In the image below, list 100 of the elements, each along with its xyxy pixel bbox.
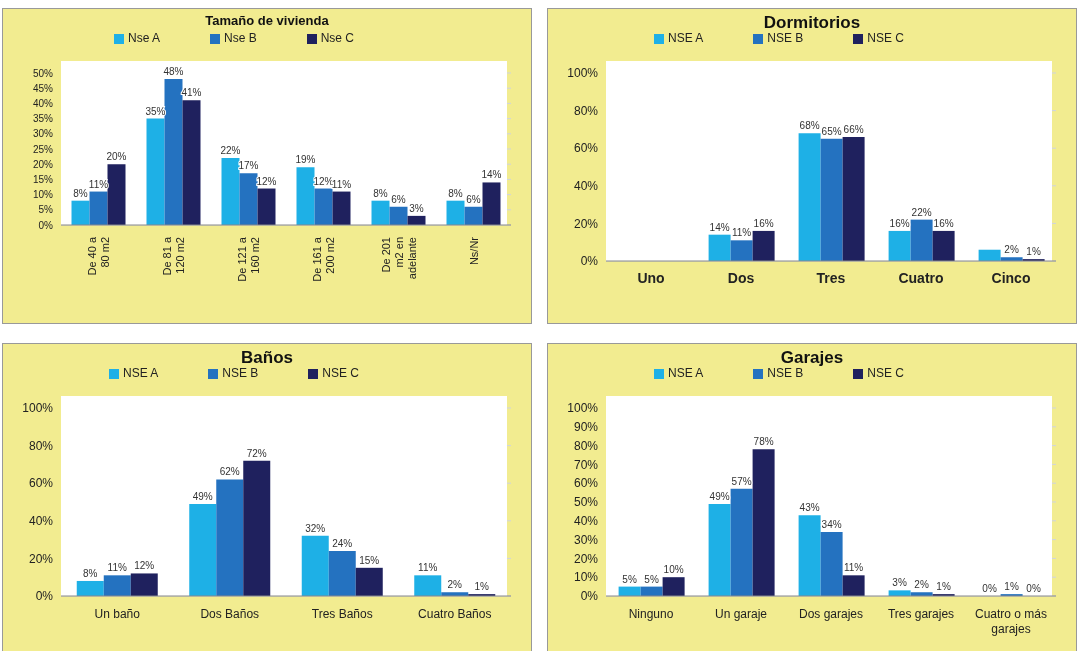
data-label: 8% [448,187,463,199]
data-label: 11% [843,562,864,574]
data-label: 66% [843,123,864,135]
data-label: 43% [799,502,820,514]
data-label: 24% [332,537,353,549]
y-tick-label: 60% [28,476,54,491]
y-tick-label: 50% [32,67,54,79]
data-label: 34% [821,519,842,531]
data-label: 0% [1026,582,1041,594]
y-tick-label: 20% [573,216,599,231]
data-label: 5% [622,573,637,585]
y-tick-label: 10% [32,189,54,201]
data-label: 15% [359,554,380,566]
y-tick-label: 40% [573,179,599,194]
data-label: 8% [373,187,388,199]
y-tick-label: 70% [573,457,599,472]
legend-label: Nse B [223,31,257,45]
y-tick-label: 90% [573,420,599,435]
x-tick-label: De 201 m2 en adelante [379,237,418,280]
data-label: 49% [192,490,213,502]
data-label: 72% [246,447,267,459]
data-label: 3% [892,577,907,589]
y-tick-label: 45% [32,82,54,94]
data-label: 11% [418,562,438,574]
chart-title: Baños [241,348,293,367]
x-tick-label: Ns/Nr [467,236,480,266]
y-tick-label: 0% [580,254,599,269]
y-tick-label: 20% [28,551,54,566]
data-label: 19% [295,154,316,166]
data-label: 11% [331,178,352,190]
x-tick-label: Un garaje [714,607,768,621]
y-tick-label: 0% [38,219,54,231]
x-tick-label: Dos [727,270,755,286]
chart-title: Tamaño de vivienda [204,13,330,28]
data-label: 22% [220,145,241,157]
data-label: 6% [391,193,406,205]
y-tick-label: 0% [35,589,54,604]
data-label: 22% [911,206,932,218]
data-label: 2% [1004,244,1019,256]
y-tick-label: 100% [567,66,599,81]
x-tick-label: Cuatro [898,270,944,286]
data-label: 8% [73,187,88,199]
data-label: 62% [219,466,240,478]
data-label: 12% [134,560,155,572]
data-label: 14% [709,221,730,233]
y-tick-label: 80% [573,103,599,118]
y-tick-label: 20% [573,551,599,566]
data-label: 12% [256,175,277,187]
y-tick-label: 5% [38,204,54,216]
x-tick-label: Cuatro o más garajes [974,607,1048,636]
x-tick-label: Cuatro Baños [418,607,492,621]
data-label: 16% [933,217,954,229]
x-tick-label: Dos Baños [200,607,260,621]
x-tick-label: Tres Baños [311,607,373,621]
y-tick-label: 10% [573,570,599,585]
data-label: 2% [447,579,463,591]
x-tick-label: Uno [637,270,665,286]
data-label: 8% [83,567,98,579]
legend-label: NSE B [767,31,804,45]
data-label: 57% [731,475,752,487]
data-label: 17% [238,160,259,172]
data-label: 11% [88,178,109,190]
y-tick-label: 30% [32,128,54,140]
data-label: 1% [1004,581,1019,593]
x-tick-label: Tres [816,270,846,286]
data-label: 35% [145,105,166,117]
data-label: 6% [466,193,481,205]
y-tick-label: 60% [573,476,599,491]
legend-label: NSE B [222,366,259,380]
data-label: 32% [305,522,326,534]
legend-label: Nse A [127,31,160,45]
data-label: 1% [936,581,951,593]
x-tick-label: De 121 a 160 m2 [236,236,261,282]
x-tick-label: Ninguno [628,607,674,621]
data-label: 65% [821,125,842,137]
legend-label: NSE A [667,366,704,380]
x-tick-label: De 81 a 120 m2 [161,236,186,276]
legend-label: NSE C [322,366,360,380]
data-label: 20% [106,151,127,163]
y-tick-label: 0% [580,589,599,604]
y-tick-label: 35% [32,113,54,125]
y-tick-label: 60% [573,141,599,156]
y-tick-label: 25% [32,143,54,155]
legend-label: NSE B [767,366,804,380]
data-label: 1% [474,581,490,593]
y-tick-label: 80% [28,438,54,453]
legend-label: NSE C [867,31,905,45]
legend-label: NSE A [667,31,704,45]
x-tick-label: De 40 a 80 m2 [86,236,111,276]
legend-label: NSE C [867,366,905,380]
y-tick-label: 15% [32,173,54,185]
y-tick-label: 100% [567,401,599,416]
y-tick-label: 40% [28,514,54,529]
data-label: 16% [753,217,774,229]
y-tick-label: 40% [32,97,54,109]
chart-title: Dormitorios [763,13,861,32]
chart-title: Garajes [780,348,844,367]
x-tick-label: Un baño [94,607,141,621]
x-tick-label: Tres garajes [887,607,955,621]
data-label: 10% [663,564,684,576]
